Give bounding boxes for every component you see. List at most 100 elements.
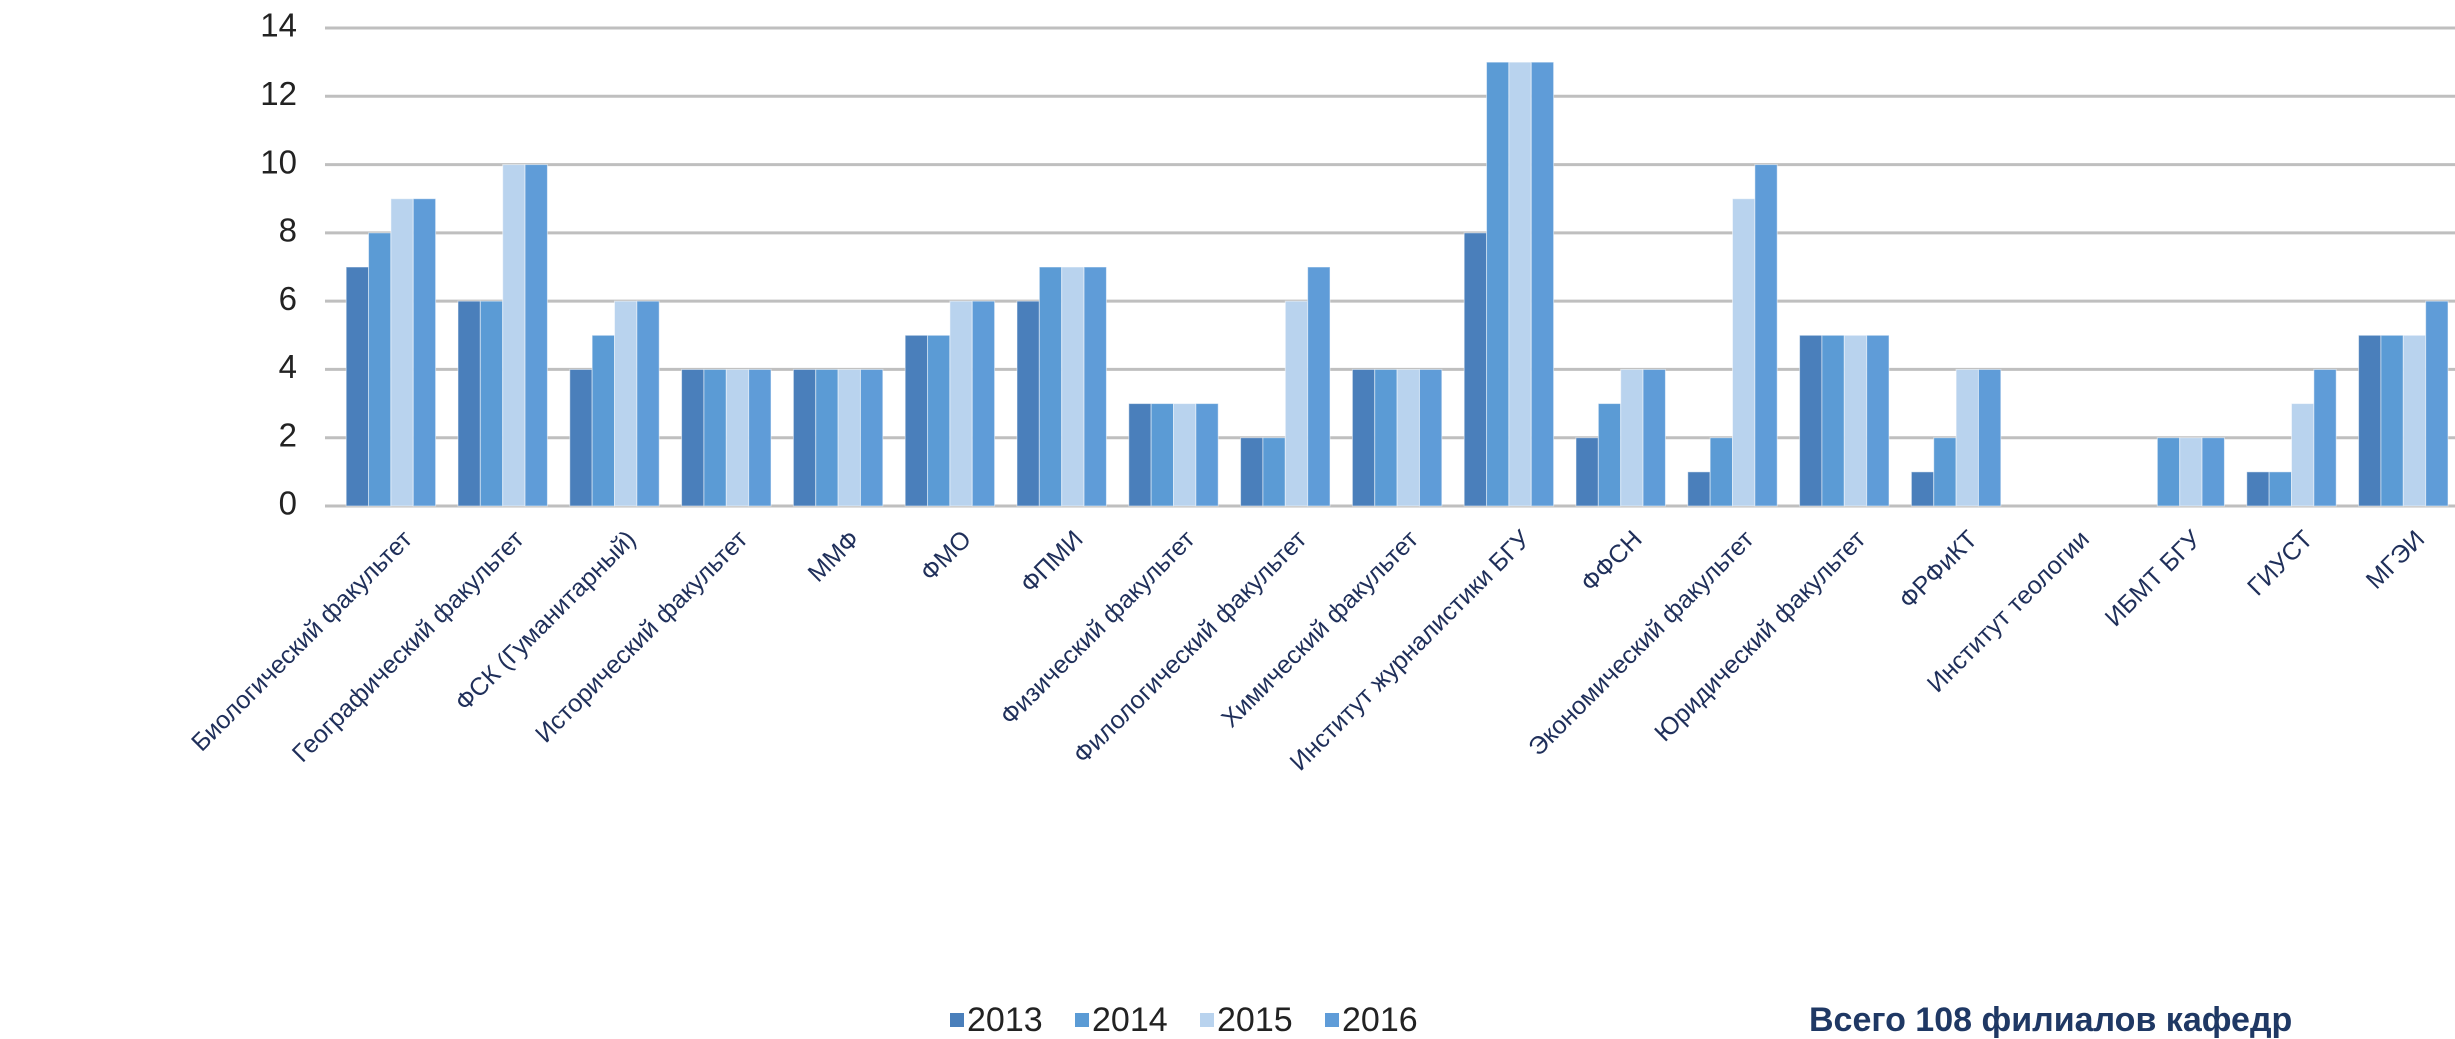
x-tick-label: ФФСН xyxy=(1575,525,1647,597)
bar xyxy=(2179,437,2203,507)
bar xyxy=(412,198,437,507)
bar xyxy=(1128,403,1152,507)
x-tick-label: ФРФиКТ xyxy=(1894,525,1983,614)
bar xyxy=(1530,61,1555,507)
bar xyxy=(1240,437,1264,507)
bar xyxy=(792,368,817,507)
bar xyxy=(1933,437,1957,507)
bar xyxy=(1799,334,1823,507)
bar xyxy=(703,368,727,507)
y-tick-label: 6 xyxy=(279,280,297,317)
bar xyxy=(1620,368,1644,507)
bar xyxy=(927,334,951,507)
bar xyxy=(1709,437,1734,507)
x-tick-label: Экономический факультет xyxy=(1523,525,1760,762)
x-tick-label: ММФ xyxy=(803,525,866,588)
bar xyxy=(1463,232,1488,507)
bar xyxy=(904,334,929,507)
x-tick-label: Биологический факультет xyxy=(186,525,418,757)
bar xyxy=(636,300,660,507)
bar xyxy=(614,300,638,507)
bar xyxy=(2425,300,2449,507)
bar xyxy=(859,368,884,507)
bar xyxy=(1307,266,1331,507)
bar xyxy=(1173,403,1197,507)
bar xyxy=(2201,437,2225,507)
bar xyxy=(2380,334,2404,507)
annotation: Всего 108 филиалов кафедр xyxy=(1809,1001,2292,1039)
bar xyxy=(2358,334,2382,507)
bar xyxy=(2156,437,2181,507)
bar xyxy=(1083,266,1107,507)
bar xyxy=(1575,437,1599,507)
bar xyxy=(2291,403,2315,507)
legend-label: 2013 xyxy=(967,1001,1043,1039)
y-tick-label: 10 xyxy=(260,143,297,180)
bar xyxy=(1486,61,1510,507)
bar xyxy=(591,334,616,507)
x-tick-label: ИБМТ БГУ xyxy=(2100,525,2207,632)
bar xyxy=(971,300,996,507)
bar xyxy=(1016,300,1040,507)
legend-label: 2016 xyxy=(1342,1001,1418,1039)
bar xyxy=(725,368,750,507)
bar xyxy=(1866,334,1890,507)
bar xyxy=(1955,368,1979,507)
y-tick-label: 4 xyxy=(279,348,297,385)
legend-swatch xyxy=(1200,1013,1214,1027)
y-tick-label: 2 xyxy=(279,416,297,453)
x-tick-label: МГЭИ xyxy=(2361,525,2431,595)
bar xyxy=(1284,300,1309,507)
x-tick-label: Филологический факультет xyxy=(1068,525,1313,770)
x-tick-label: Институт журналистики БГУ xyxy=(1285,525,1536,776)
x-tick-label: ФМО xyxy=(915,525,977,587)
bar xyxy=(1821,334,1845,507)
bar xyxy=(1150,403,1175,507)
bar xyxy=(1642,368,1666,507)
bar xyxy=(1374,368,1398,507)
bar xyxy=(2268,471,2292,507)
bar xyxy=(1195,403,1219,507)
bar xyxy=(2313,368,2337,507)
bar xyxy=(2402,334,2427,507)
bar xyxy=(1038,266,1063,507)
bar xyxy=(1910,471,1935,507)
legend-label: 2014 xyxy=(1092,1001,1168,1039)
bar xyxy=(1396,368,1420,507)
x-tick-label: ФПМИ xyxy=(1015,525,1088,598)
bar xyxy=(345,266,370,507)
bar xyxy=(1351,368,1376,507)
y-tick-label: 0 xyxy=(279,485,297,522)
y-tick-label: 8 xyxy=(279,212,297,249)
legend-swatch xyxy=(1325,1013,1339,1027)
bar xyxy=(837,368,861,507)
bar xyxy=(681,368,705,507)
bar xyxy=(748,368,772,507)
bar xyxy=(1732,198,1756,507)
bar xyxy=(390,198,414,507)
bar xyxy=(1977,368,2002,507)
bar xyxy=(1418,368,1443,507)
x-tick-label: Географический факультет xyxy=(287,525,530,768)
bar xyxy=(2246,471,2270,507)
y-tick-label: 12 xyxy=(260,75,297,112)
bar xyxy=(1508,61,1532,507)
bar xyxy=(815,368,839,507)
bar xyxy=(1597,403,1622,507)
bar xyxy=(502,164,526,507)
x-tick-label: ГИУСТ xyxy=(2242,525,2318,601)
bar xyxy=(479,300,504,507)
y-tick-label: 14 xyxy=(260,7,297,44)
x-tick-label: Исторический факультет xyxy=(530,525,754,749)
bar xyxy=(457,300,481,507)
bar xyxy=(368,232,392,507)
bar xyxy=(1262,437,1286,507)
x-tick-label: ФСК (Гуманитарный) xyxy=(450,525,642,717)
bar xyxy=(524,164,548,507)
bar xyxy=(1754,164,1778,507)
legend-swatch xyxy=(1075,1013,1089,1027)
bar xyxy=(949,300,973,507)
bar xyxy=(1061,266,1085,507)
x-tick-label: Химический факультет xyxy=(1216,525,1424,733)
